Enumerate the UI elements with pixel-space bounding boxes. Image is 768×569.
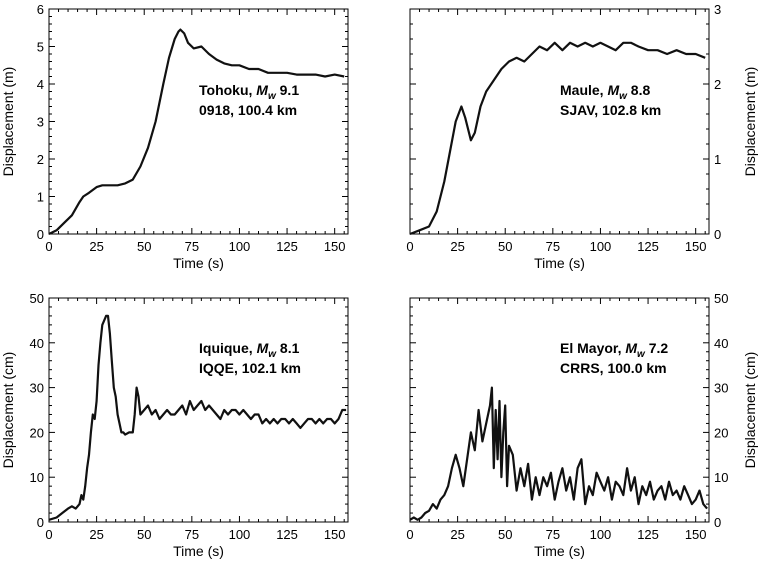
x-tick-label: 25: [450, 239, 464, 254]
x-tick-label: 50: [498, 239, 512, 254]
magnitude-subscript: w: [619, 91, 628, 102]
event-annotation: Maule, Mw 8.8: [560, 82, 650, 102]
magnitude-symbol: M: [607, 82, 619, 98]
y-axis-label: Displacement (m): [742, 67, 758, 177]
station-annotation: CRRS, 100.0 km: [560, 360, 667, 376]
x-tick-label: 75: [546, 239, 560, 254]
panel-bottom-right: 0 25 50 75 100 125 150 0 10 20 30 40 50 Time (s) Displ…: [406, 291, 758, 559]
panel-top-right: 0 25 50 75 100 125 150 0 1 2 3 Time (s) Displacement…: [406, 2, 758, 271]
y-tick-label: 0: [37, 227, 44, 242]
plot-frame: [48, 8, 349, 235]
x-tick-label: 50: [137, 527, 151, 542]
station-annotation: SJAV, 102.8 km: [560, 102, 661, 118]
series-line: [409, 386, 708, 521]
magnitude-value: 7.2: [645, 340, 669, 356]
series-line: [48, 314, 347, 521]
y-tick-label: 0: [714, 227, 721, 242]
y-tick-label: 3: [37, 115, 44, 130]
x-axis-label: Time (s): [173, 543, 224, 559]
y-tick-label: 30: [714, 381, 728, 396]
event-annotation: El Mayor, Mw 7.2: [560, 340, 668, 360]
x-axis-label: Time (s): [173, 255, 224, 271]
x-tick-label: 100: [229, 527, 251, 542]
x-axis-label: Time (s): [534, 255, 585, 271]
x-tick-label: 50: [498, 527, 512, 542]
event-name: Iquique,: [199, 340, 257, 356]
x-tick-label: 150: [685, 527, 707, 542]
x-tick-label: 150: [324, 239, 346, 254]
y-tick-label: 30: [30, 381, 44, 396]
series-line: [48, 28, 345, 235]
magnitude-value: 8.8: [627, 82, 651, 98]
y-tick-label: 40: [714, 336, 728, 351]
magnitude-subscript: w: [268, 349, 277, 360]
event-name: Tohoku,: [199, 82, 256, 98]
x-tick-label: 100: [590, 239, 612, 254]
plot-frame: [48, 297, 349, 523]
x-tick-label: 0: [406, 527, 413, 542]
x-tick-label: 25: [89, 527, 103, 542]
magnitude-subscript: w: [637, 349, 646, 360]
x-tick-label: 125: [637, 527, 659, 542]
y-tick-label: 20: [714, 425, 728, 440]
x-tick-label: 125: [276, 527, 298, 542]
y-tick-label: 2: [714, 77, 721, 92]
x-tick-label: 75: [185, 239, 199, 254]
event-name: El Mayor,: [560, 340, 625, 356]
x-tick-label: 0: [45, 527, 52, 542]
y-tick-label: 0: [714, 515, 721, 530]
magnitude-value: 8.1: [276, 340, 300, 356]
x-axis-label: Time (s): [534, 543, 585, 559]
y-tick-label: 0: [37, 515, 44, 530]
y-tick-label: 50: [714, 291, 728, 306]
x-tick-label: 150: [324, 527, 346, 542]
y-tick-label: 5: [37, 40, 44, 55]
panel-top-left: 0 25 50 75 100 125 150 0 1 2 3 4 5 6 Time (s) Displacem…: [0, 2, 349, 271]
y-tick-label: 50: [30, 291, 44, 306]
y-tick-label: 10: [30, 470, 44, 485]
y-tick-label: 10: [714, 470, 728, 485]
x-tick-label: 0: [406, 239, 413, 254]
x-tick-label: 150: [685, 239, 707, 254]
magnitude-symbol: M: [625, 340, 637, 356]
y-axis-label: Displacement (cm): [0, 352, 16, 469]
x-tick-label: 75: [185, 527, 199, 542]
plot-frame: [409, 8, 710, 235]
y-tick-label: 20: [30, 425, 44, 440]
event-annotation: Tohoku, Mw 9.1: [199, 82, 299, 102]
panel-bottom-left: 0 25 50 75 100 125 150 0 10 20 30 40 50 Time (s) Displ…: [0, 291, 349, 559]
x-tick-label: 25: [450, 527, 464, 542]
x-tick-label: 125: [276, 239, 298, 254]
x-tick-label: 75: [546, 527, 560, 542]
y-tick-label: 3: [714, 2, 721, 17]
x-tick-label: 100: [229, 239, 251, 254]
station-annotation: IQQE, 102.1 km: [199, 360, 301, 376]
y-tick-label: 6: [37, 2, 44, 17]
series-line: [409, 41, 706, 236]
magnitude-value: 9.1: [276, 82, 300, 98]
y-tick-label: 1: [714, 152, 721, 167]
y-tick-label: 2: [37, 152, 44, 167]
y-tick-label: 4: [37, 77, 44, 92]
y-axis-label: Displacement (cm): [742, 352, 758, 469]
x-tick-label: 100: [590, 527, 612, 542]
plot-frame: [409, 297, 710, 523]
station-annotation: 0918, 100.4 km: [199, 102, 297, 118]
y-tick-label: 40: [30, 336, 44, 351]
event-name: Maule,: [560, 82, 607, 98]
y-tick-label: 1: [37, 190, 44, 205]
magnitude-symbol: M: [256, 82, 268, 98]
x-tick-label: 0: [45, 239, 52, 254]
x-tick-label: 25: [89, 239, 103, 254]
magnitude-subscript: w: [268, 91, 277, 102]
x-tick-label: 50: [137, 239, 151, 254]
x-tick-label: 125: [637, 239, 659, 254]
event-annotation: Iquique, Mw 8.1: [199, 340, 300, 360]
magnitude-symbol: M: [257, 340, 269, 356]
y-axis-label: Displacement (m): [0, 67, 16, 177]
